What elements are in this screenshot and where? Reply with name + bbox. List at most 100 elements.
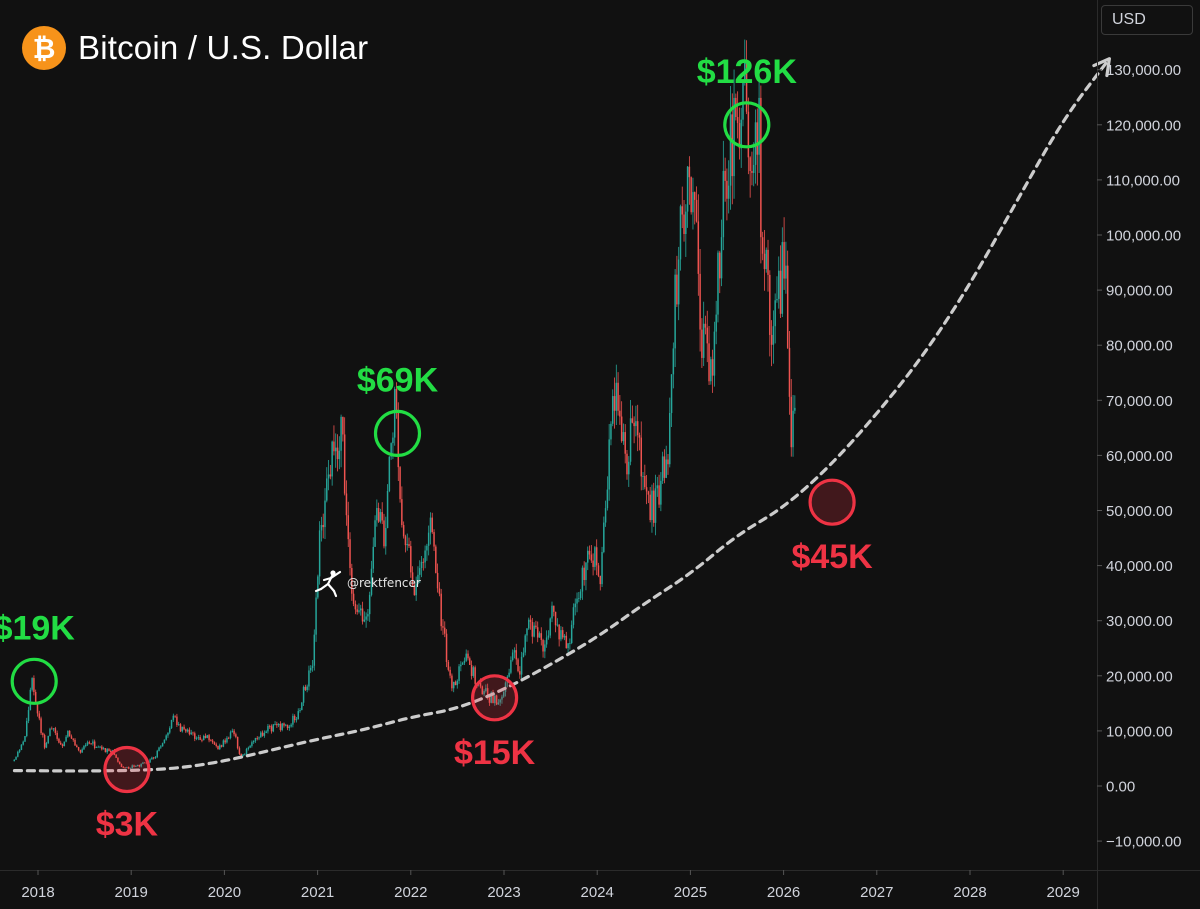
candle <box>411 566 414 586</box>
candle <box>520 651 523 680</box>
candle <box>538 631 541 638</box>
candle <box>708 325 710 385</box>
candle <box>692 177 694 230</box>
peak-marker-69K: $69K <box>357 361 439 457</box>
candle <box>436 563 439 593</box>
candle <box>140 763 142 768</box>
candle <box>763 229 766 291</box>
candle <box>47 735 49 745</box>
candle <box>97 745 100 748</box>
candle <box>778 256 780 309</box>
candle <box>628 456 630 487</box>
candle <box>108 748 110 752</box>
candle <box>427 525 430 556</box>
candle <box>365 612 367 628</box>
candle <box>192 731 194 736</box>
candle <box>381 502 383 525</box>
candle <box>445 629 448 668</box>
candle <box>308 665 310 691</box>
candle <box>343 417 346 496</box>
candle <box>781 227 784 318</box>
y-tick-label: 70,000.00 <box>1106 393 1173 410</box>
candle <box>556 618 559 627</box>
candle <box>244 753 246 756</box>
candle <box>129 767 132 769</box>
candle <box>181 726 184 733</box>
candle <box>51 726 53 730</box>
candle <box>608 423 610 501</box>
candle <box>431 512 433 534</box>
candle <box>749 156 751 198</box>
annotation-label: $3K <box>96 806 159 844</box>
currency-selector[interactable]: USD <box>1101 5 1193 35</box>
candle <box>42 732 44 738</box>
candle <box>676 255 678 307</box>
candle <box>27 706 30 724</box>
candle <box>231 728 234 733</box>
x-tick-label: 2022 <box>394 884 427 901</box>
y-tick-label: 0.00 <box>1106 779 1135 796</box>
trend-curve-line <box>12 57 1111 773</box>
candle <box>786 250 789 349</box>
candle <box>315 590 317 642</box>
candle <box>226 736 228 744</box>
candle <box>326 467 328 503</box>
candle <box>79 749 82 754</box>
candle <box>40 716 42 736</box>
candle <box>685 204 687 257</box>
candle <box>622 423 625 445</box>
chart-header: ₿ Bitcoin / U.S. Dollar <box>22 26 368 70</box>
candle <box>20 744 23 751</box>
candle <box>188 727 191 736</box>
candle <box>565 631 568 649</box>
candle <box>376 499 378 527</box>
y-tick-label: 60,000.00 <box>1106 448 1173 465</box>
candle <box>169 726 171 735</box>
candle <box>285 723 287 727</box>
candle <box>683 200 685 242</box>
candle <box>254 737 257 743</box>
candle <box>295 716 298 723</box>
candlestick-series <box>13 39 796 770</box>
peak-marker-19K: $19K <box>0 609 75 705</box>
candle <box>704 315 707 335</box>
candle <box>456 679 459 689</box>
candle <box>642 472 644 490</box>
candle <box>624 424 626 464</box>
candle <box>551 601 553 623</box>
candle <box>569 638 571 650</box>
candle <box>81 747 83 753</box>
candle <box>276 721 278 728</box>
x-tick-label: 2020 <box>208 884 241 901</box>
candle <box>727 160 730 214</box>
candle <box>435 544 437 574</box>
candle <box>674 269 676 367</box>
candle <box>338 436 341 470</box>
candle <box>208 734 210 743</box>
candle <box>701 318 703 368</box>
y-tick-label: 120,000.00 <box>1106 117 1181 134</box>
candle <box>576 592 578 613</box>
candle <box>17 750 19 758</box>
candle <box>331 440 333 486</box>
candle <box>179 723 182 732</box>
candle <box>547 630 550 640</box>
trend-curve <box>12 57 1111 773</box>
candle <box>238 746 241 755</box>
candle <box>554 611 557 633</box>
candle <box>227 736 230 740</box>
candle <box>631 405 634 424</box>
candle <box>719 250 721 294</box>
candle <box>449 666 451 679</box>
candle <box>542 638 544 658</box>
candle <box>595 539 598 576</box>
candle <box>252 740 255 744</box>
candle <box>76 744 78 748</box>
candle <box>633 416 635 444</box>
candle <box>301 701 303 711</box>
candle <box>495 694 498 706</box>
candle <box>706 310 708 363</box>
candle <box>740 107 742 168</box>
